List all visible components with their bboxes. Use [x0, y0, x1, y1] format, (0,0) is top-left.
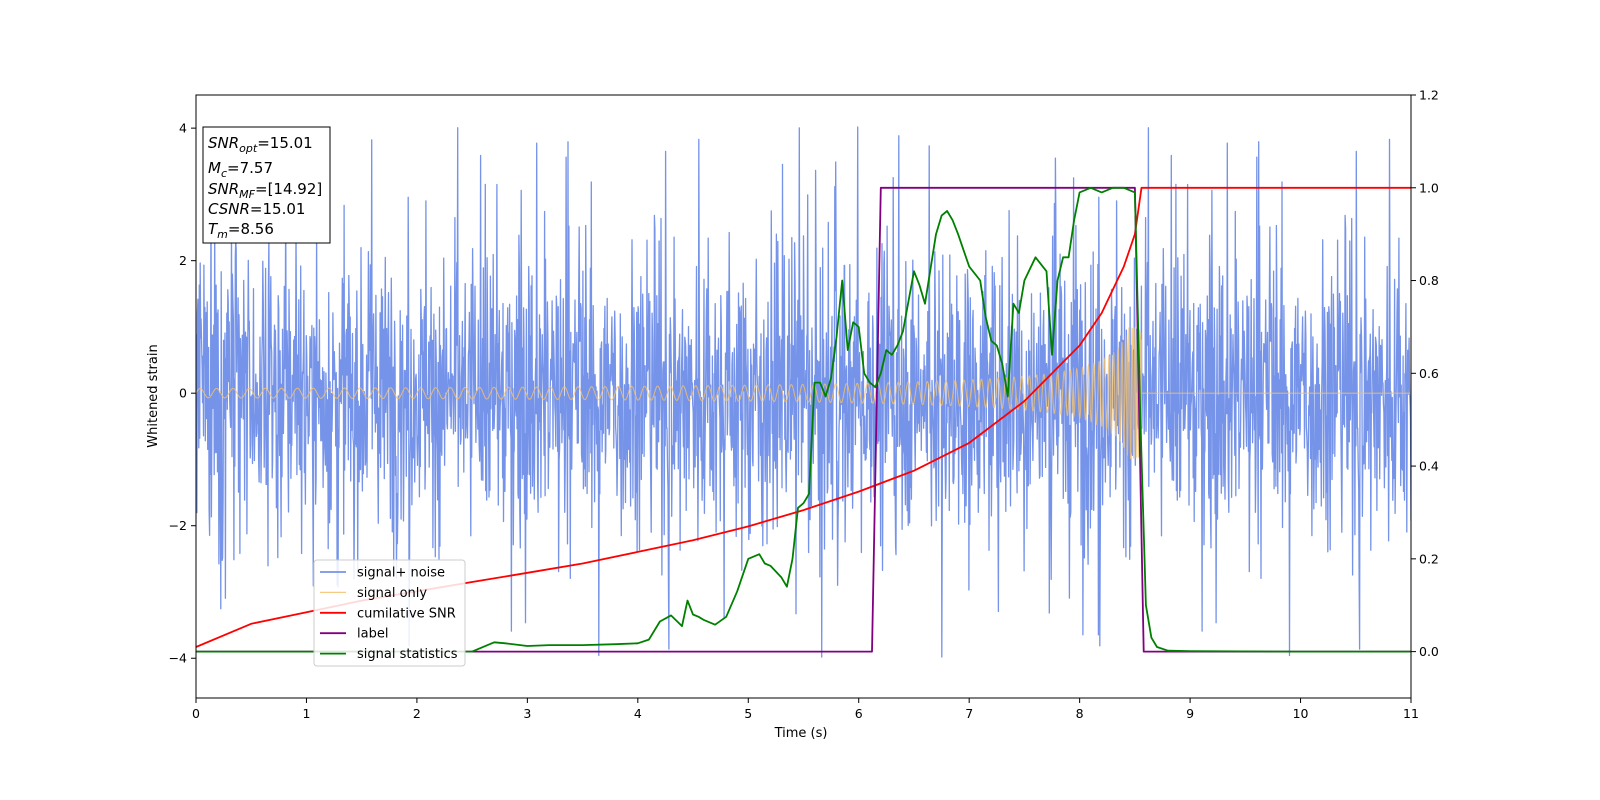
y-tick-label-left: 0: [179, 386, 187, 401]
series-signal-only: [196, 327, 1411, 460]
x-tick-label: 4: [634, 706, 642, 721]
series-signal-noise: [196, 126, 1411, 658]
x-tick-label: 11: [1403, 706, 1419, 721]
y-tick-label-right: 0.4: [1419, 459, 1439, 474]
annotation-subscript: opt: [239, 142, 258, 155]
x-tick-label: 8: [1076, 706, 1084, 721]
legend-label: label: [357, 627, 388, 642]
y-tick-label-right: 1.0: [1419, 180, 1439, 195]
annotation-symbol: SNR: [208, 134, 239, 152]
annotation-value: =7.57: [227, 159, 273, 177]
annotation-value: =15.01: [250, 200, 306, 218]
annotation-symbol: M: [208, 159, 221, 177]
x-tick-label: 2: [413, 706, 421, 721]
x-tick-label: 0: [192, 706, 200, 721]
annotation-line: SNRopt=15.01: [208, 134, 313, 155]
annotation-symbol: T: [208, 220, 219, 238]
x-tick-label: 6: [855, 706, 863, 721]
x-tick-label: 3: [523, 706, 531, 721]
legend-label: signal only: [357, 586, 427, 601]
annotation-line: CSNR=15.01: [208, 200, 305, 218]
annotation-value: =[14.92]: [255, 180, 322, 198]
series-signal-statistics: [196, 186, 1411, 653]
legend: signal+ noise signal only cumilative SNR la…: [313, 559, 466, 667]
annotation-line: SNRMF=[14.92]: [208, 180, 322, 201]
legend-label: signal statistics: [357, 647, 458, 662]
y-tick-label-right: 0.8: [1419, 273, 1439, 288]
annotation-value: =8.56: [228, 220, 274, 238]
x-tick-label: 9: [1186, 706, 1194, 721]
y-tick-label-left: −4: [169, 651, 187, 666]
y-tick-label-left: 2: [179, 253, 187, 268]
legend-label: cumilative SNR: [357, 606, 456, 621]
x-tick-label: 5: [744, 706, 752, 721]
annotation-symbol: CSNR: [208, 200, 250, 218]
annotation-box: SNRopt=15.01Mc=7.57SNRMF=[14.92]CSNR=15.…: [202, 126, 331, 244]
y-axis-right: 1.2 1.0 0.8 0.6 0.4 0.2 0.0: [1411, 88, 1439, 659]
y-axis-label: Whitened strain: [146, 344, 161, 447]
legend-frame: [313, 559, 466, 667]
annotation-frame: [202, 126, 331, 244]
y-tick-label-right: 1.2: [1419, 88, 1439, 103]
annotation-value: =15.01: [257, 134, 313, 152]
x-tick-label: 10: [1293, 706, 1309, 721]
y-axis-left: 4 2 0 −2 −4: [169, 121, 196, 666]
y-tick-label-left: −2: [169, 518, 187, 533]
annotation-symbol: SNR: [208, 180, 239, 198]
x-tick-label: 7: [965, 706, 973, 721]
annotation-line: Mc=7.57: [208, 159, 273, 180]
y-tick-label-left: 4: [179, 121, 187, 136]
annotation-subscript: m: [217, 228, 228, 241]
legend-label: signal+ noise: [357, 566, 445, 581]
annotation-subscript: c: [221, 167, 227, 180]
y-tick-label-right: 0.6: [1419, 366, 1439, 381]
y-tick-label-right: 0.0: [1419, 644, 1439, 659]
x-tick-label: 1: [302, 706, 310, 721]
plot-frame: [195, 94, 1412, 699]
y-tick-label-right: 0.2: [1419, 551, 1439, 566]
x-axis: 0 1 2 3 4 5 6 7 8 9 10 11: [192, 698, 1419, 721]
x-axis-label: Time (s): [774, 726, 828, 741]
annotation-line: Tm=8.56: [208, 220, 274, 241]
annotation-subscript: MF: [239, 188, 255, 201]
